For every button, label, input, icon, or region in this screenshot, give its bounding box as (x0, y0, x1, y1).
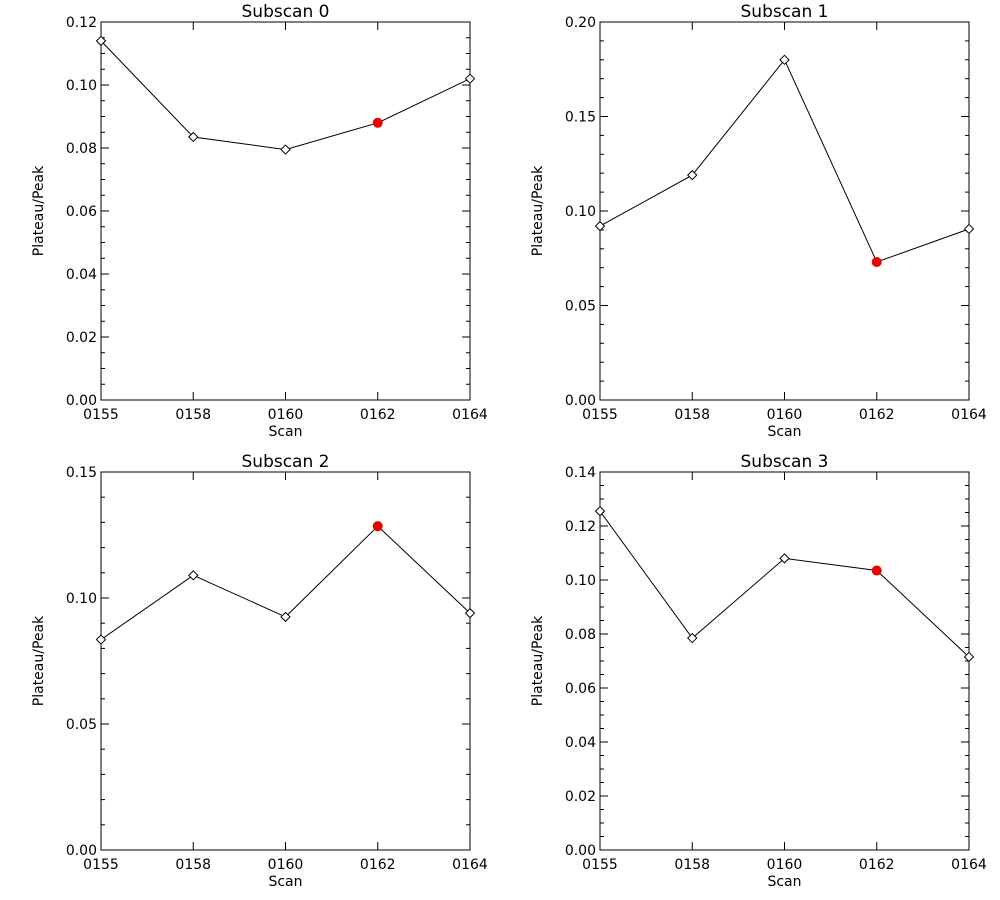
data-point-diamond (594, 505, 606, 517)
highlighted-data-point (871, 257, 882, 268)
chart-title: Subscan 1 (741, 2, 829, 22)
x-axis-label: Scan (767, 874, 801, 890)
highlighted-data-point (372, 521, 383, 532)
y-tick-label: 0.00 (565, 393, 596, 409)
y-tick-label: 0.08 (66, 141, 97, 157)
data-point-diamond (188, 570, 199, 581)
data-point-diamond (779, 54, 790, 66)
y-tick-label: 0.08 (565, 627, 596, 643)
x-tick-label: 0164 (951, 407, 987, 423)
data-point-diamond (464, 73, 476, 84)
data-point-diamond (95, 35, 107, 47)
data-point-diamond (779, 553, 790, 564)
y-tick-label: 0.10 (565, 573, 596, 589)
series-line (599, 510, 970, 658)
y-tick-label: 0.00 (565, 843, 596, 859)
x-axis-label: Scan (767, 424, 801, 440)
y-tick-label: 0.15 (565, 110, 596, 126)
x-tick-label: 0162 (859, 407, 895, 423)
x-tick-label: 0155 (83, 407, 119, 423)
data-point-diamond (188, 131, 199, 143)
series-line (100, 525, 471, 641)
y-tick-label: 0.00 (66, 393, 97, 409)
x-tick-label: 0164 (452, 857, 488, 873)
data-point-diamond (963, 223, 975, 235)
data-point-diamond (687, 169, 698, 181)
y-tick-label: 0.10 (66, 591, 97, 607)
chart-title: Subscan 2 (242, 452, 330, 472)
y-axis-label: Plateau/Peak (530, 165, 546, 256)
y-tick-label: 0.12 (565, 519, 596, 535)
plot-frame (599, 21, 970, 401)
x-tick-label: 0158 (674, 407, 710, 423)
data-point-diamond (280, 144, 291, 155)
x-tick-label: 0160 (268, 407, 304, 423)
y-tick-label: 0.15 (66, 465, 97, 481)
highlighted-data-point (372, 117, 383, 128)
y-tick-label: 0.04 (565, 735, 596, 751)
x-axis-label: Scan (268, 874, 302, 890)
plot-frame (599, 471, 970, 851)
data-point-diamond (95, 634, 107, 645)
y-tick-label: 0.05 (565, 299, 596, 315)
chart-title: Subscan 0 (242, 2, 330, 22)
data-point-diamond (464, 607, 476, 619)
series-line (100, 40, 471, 151)
y-tick-label: 0.02 (66, 330, 97, 346)
series-line (599, 58, 970, 263)
x-tick-label: 0155 (83, 857, 119, 873)
y-tick-label: 0.02 (565, 789, 596, 805)
highlighted-data-point (871, 565, 882, 576)
x-tick-label: 0158 (175, 407, 211, 423)
x-tick-label: 0155 (582, 407, 618, 423)
plot-frame (100, 471, 471, 851)
y-tick-label: 0.14 (565, 465, 596, 481)
y-axis-label: Plateau/Peak (530, 615, 546, 706)
x-tick-label: 0158 (674, 857, 710, 873)
x-tick-label: 0162 (360, 857, 396, 873)
y-axis-label: Plateau/Peak (31, 615, 47, 706)
y-tick-label: 0.00 (66, 843, 97, 859)
y-tick-label: 0.06 (565, 681, 596, 697)
chart-subscan-1: Subscan 1 Plateau/Peak Scan 0.00 0.05 0.10 0.1… (530, 2, 987, 440)
x-tick-label: 0164 (951, 857, 987, 873)
data-point-diamond (280, 611, 291, 623)
data-point-diamond (594, 220, 606, 232)
chart-subscan-3: Subscan 3 Plateau/Peak Scan 0.00 0.02 0.04 0.0… (530, 452, 987, 890)
x-tick-label: 0162 (859, 857, 895, 873)
y-tick-label: 0.10 (565, 204, 596, 220)
data-point-diamond (963, 651, 975, 663)
y-tick-label: 0.20 (565, 15, 596, 31)
y-axis-label: Plateau/Peak (31, 165, 47, 256)
chart-title: Subscan 3 (741, 452, 829, 472)
y-tick-label: 0.05 (66, 717, 97, 733)
plot-frame (100, 21, 471, 401)
data-point-diamond (687, 632, 698, 644)
y-tick-label: 0.04 (66, 267, 97, 283)
y-tick-label: 0.12 (66, 15, 97, 31)
x-tick-label: 0160 (767, 407, 803, 423)
y-tick-label: 0.06 (66, 204, 97, 220)
x-tick-label: 0155 (582, 857, 618, 873)
chart-subscan-0: Subscan 0 Plateau/Peak Scan 0.00 0.02 0.04 0.0… (31, 2, 488, 440)
x-tick-label: 0158 (175, 857, 211, 873)
x-tick-label: 0162 (360, 407, 396, 423)
x-tick-label: 0160 (767, 857, 803, 873)
x-tick-label: 0160 (268, 857, 304, 873)
chart-subscan-2: Subscan 2 Plateau/Peak Scan 0.00 0.05 0.10 0.1… (31, 452, 488, 890)
y-tick-label: 0.10 (66, 78, 97, 94)
x-axis-label: Scan (268, 424, 302, 440)
x-tick-label: 0164 (452, 407, 488, 423)
